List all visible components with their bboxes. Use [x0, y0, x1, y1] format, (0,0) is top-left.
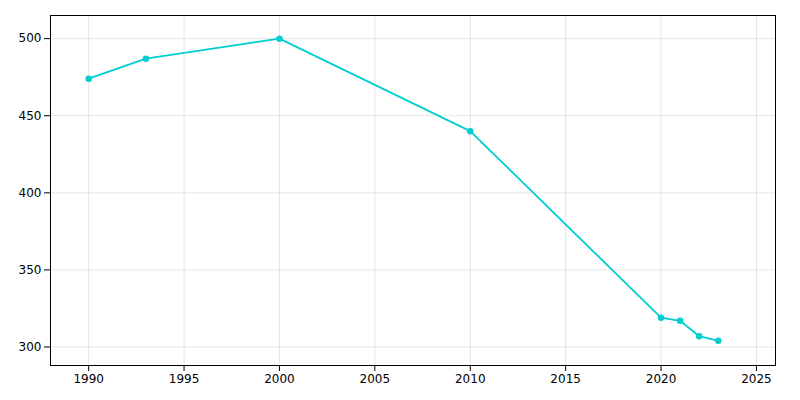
svg-text:400: 400 — [19, 186, 42, 200]
svg-text:300: 300 — [19, 340, 42, 354]
svg-text:1995: 1995 — [169, 372, 200, 386]
svg-text:2010: 2010 — [455, 372, 486, 386]
svg-text:2015: 2015 — [550, 372, 581, 386]
svg-text:2000: 2000 — [264, 372, 295, 386]
svg-text:2005: 2005 — [360, 372, 391, 386]
svg-text:350: 350 — [19, 263, 42, 277]
svg-text:2025: 2025 — [741, 372, 772, 386]
svg-text:1990: 1990 — [73, 372, 104, 386]
svg-text:2020: 2020 — [646, 372, 677, 386]
svg-text:450: 450 — [19, 109, 42, 123]
svg-text:500: 500 — [19, 31, 42, 45]
